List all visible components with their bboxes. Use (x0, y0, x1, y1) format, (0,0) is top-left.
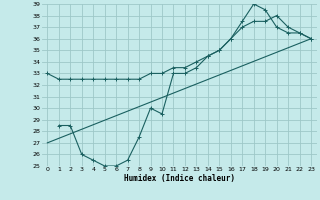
X-axis label: Humidex (Indice chaleur): Humidex (Indice chaleur) (124, 174, 235, 183)
